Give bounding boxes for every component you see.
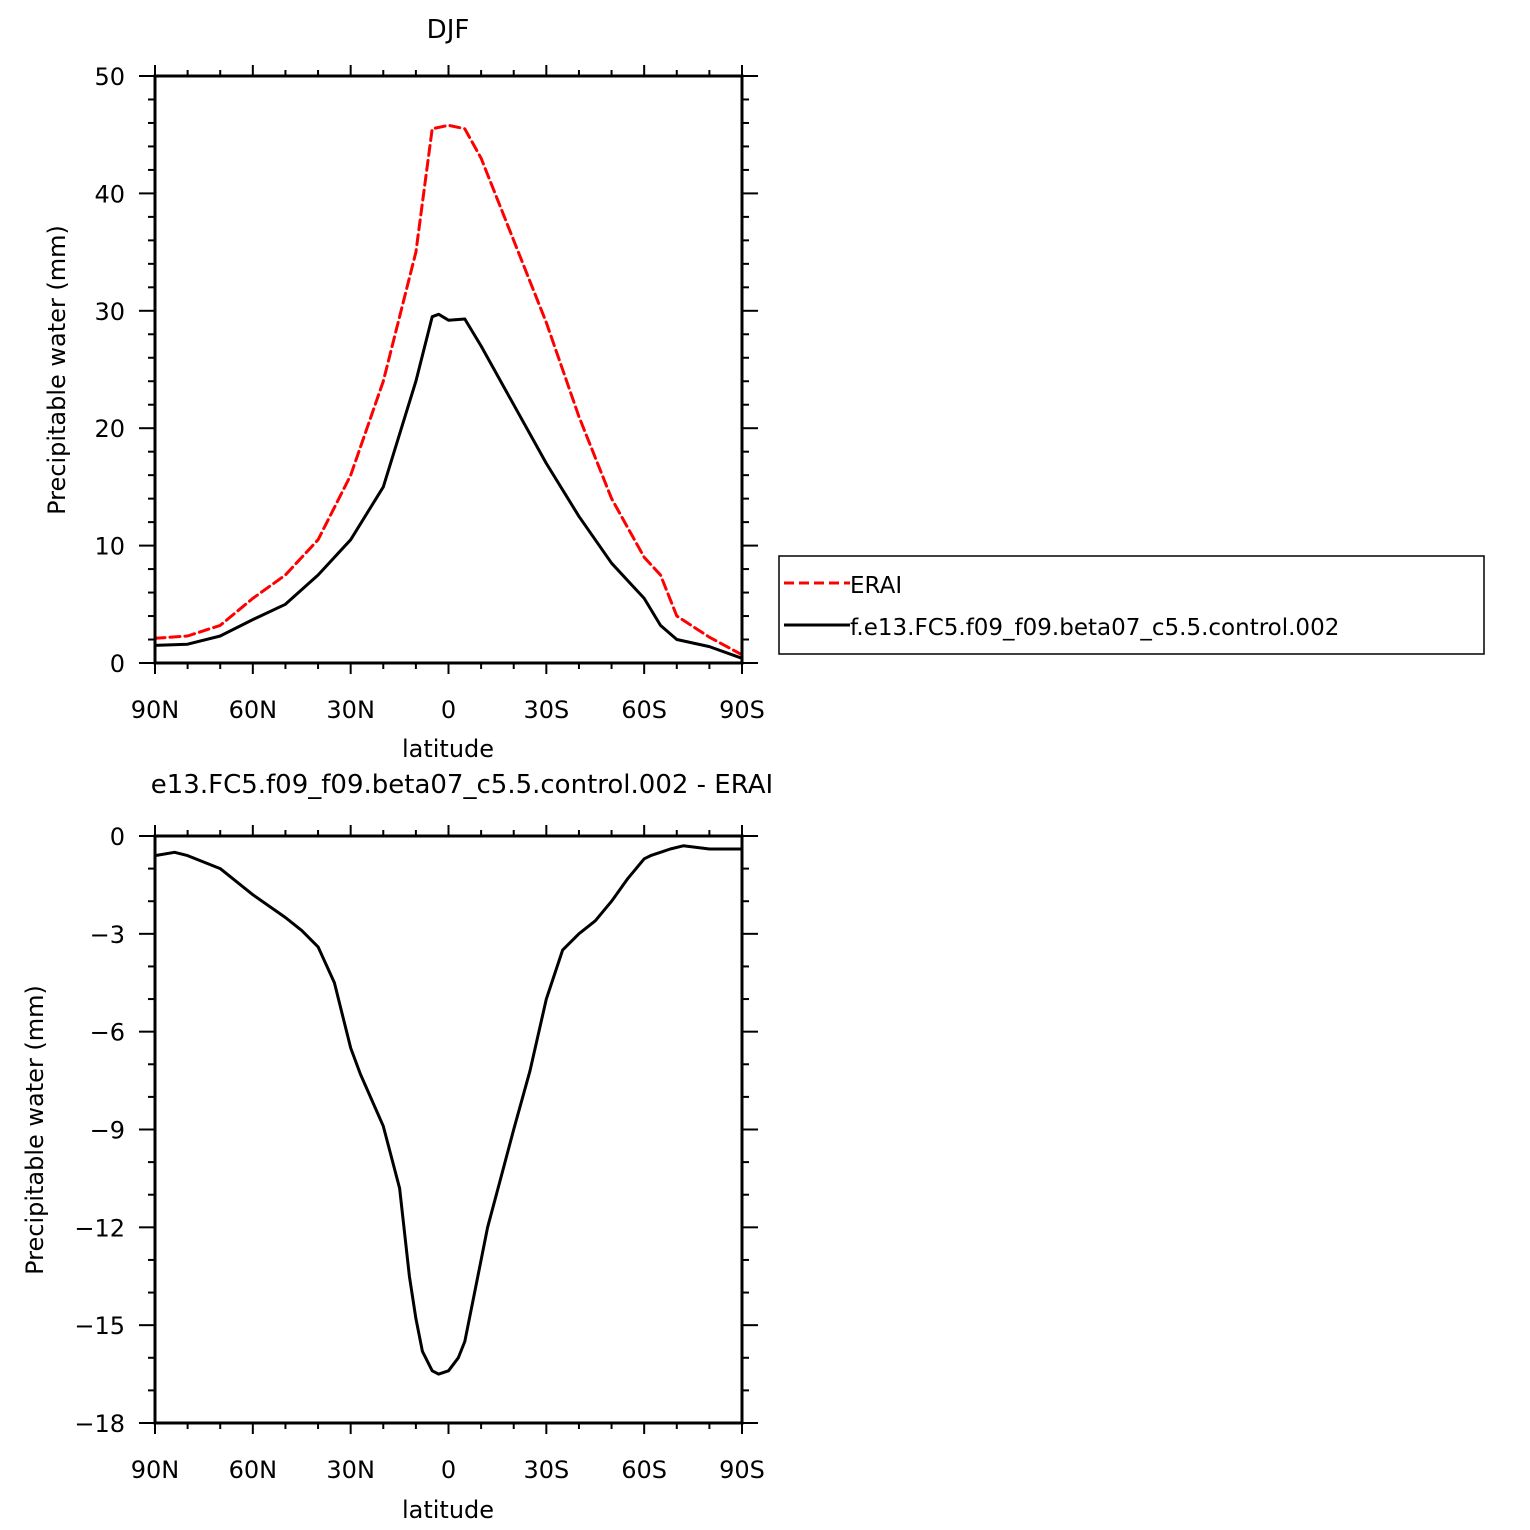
bottom-plot-frame — [153, 834, 744, 1425]
bottom-x-tick-label: 60S — [621, 1456, 667, 1484]
bottom-x-tick-label: 90S — [719, 1456, 765, 1484]
bottom-panel: e13.FC5.f09_f09.beta07_c5.5.control.002 … — [21, 770, 773, 1524]
top-x-tick-labels: 90N 60N 30N 0 30S 60S 90S — [131, 696, 765, 724]
top-y-tick-label: 10 — [94, 533, 125, 561]
bottom-y-tick-label: −9 — [90, 1117, 125, 1145]
bottom-x-tick-label: 30S — [523, 1456, 569, 1484]
top-x-axis-label: latitude — [402, 735, 494, 763]
top-y-tick-label: 30 — [94, 298, 125, 326]
bottom-x-tick-label: 0 — [441, 1456, 456, 1484]
bottom-series-group — [153, 844, 744, 1376]
bottom-y-tick-label: 0 — [110, 823, 125, 851]
bottom-axes-ticks — [139, 825, 758, 1434]
bottom-y-tick-labels: 0 −3 −6 −9 −12 −15 −18 — [74, 823, 125, 1438]
top-panel: DJF 90N 60N 30N 0 30S 60S 90S 0 10 20 30 40 50 lati… — [43, 15, 765, 763]
bottom-x-tick-label: 30N — [326, 1456, 375, 1484]
bottom-y-tick-label: −3 — [90, 921, 125, 949]
bottom-x-axis-label: latitude — [402, 1496, 494, 1524]
top-x-tick-label: 30N — [326, 696, 375, 724]
top-y-tick-labels: 0 10 20 30 40 50 — [94, 63, 125, 678]
top-x-tick-label: 60S — [621, 696, 667, 724]
bottom-y-tick-label: −15 — [74, 1312, 125, 1340]
legend-label-erai: ERAI — [850, 573, 902, 599]
legend-box — [778, 555, 1485, 655]
top-x-tick-label: 90S — [719, 696, 765, 724]
top-series-group — [153, 123, 744, 660]
bottom-chart-title: e13.FC5.f09_f09.beta07_c5.5.control.002 … — [151, 770, 773, 800]
top-y-axis-label: Precipitable water (mm) — [43, 225, 71, 515]
legend-label-control: f.e13.FC5.f09_f09.beta07_c5.5.control.00… — [850, 615, 1339, 641]
top-plot-frame — [153, 74, 744, 665]
bottom-x-tick-label: 90N — [131, 1456, 180, 1484]
legend: ERAI f.e13.FC5.f09_f09.beta07_c5.5.contr… — [778, 555, 1485, 655]
top-x-tick-label: 60N — [229, 696, 278, 724]
bottom-x-tick-labels: 90N 60N 30N 0 30S 60S 90S — [131, 1456, 765, 1484]
top-y-tick-label: 50 — [94, 63, 125, 91]
top-series-line-0 — [153, 123, 744, 657]
top-x-tick-label: 30S — [523, 696, 569, 724]
top-chart-title: DJF — [427, 15, 470, 45]
top-y-tick-label: 0 — [110, 650, 125, 678]
bottom-y-axis-label: Precipitable water (mm) — [21, 985, 49, 1275]
top-x-tick-label: 0 — [441, 696, 456, 724]
bottom-y-tick-label: −18 — [74, 1410, 125, 1438]
top-x-tick-label: 90N — [131, 696, 180, 724]
bottom-x-tick-label: 60N — [229, 1456, 278, 1484]
top-series-line-1 — [153, 312, 744, 660]
top-y-tick-label: 20 — [94, 415, 125, 443]
top-y-tick-label: 40 — [94, 180, 125, 208]
bottom-series-line-0 — [153, 844, 744, 1376]
bottom-y-tick-label: −12 — [74, 1214, 125, 1242]
bottom-y-tick-label: −6 — [90, 1019, 125, 1047]
